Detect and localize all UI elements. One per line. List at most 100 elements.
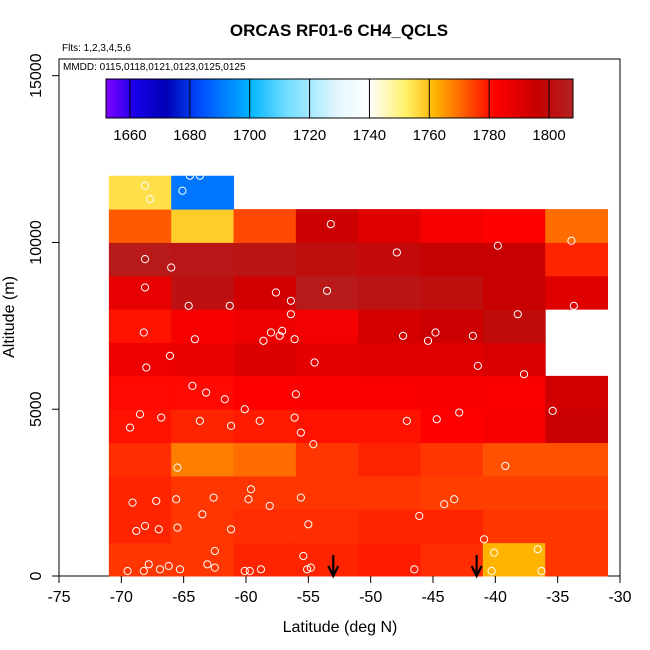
down-arrow: [327, 555, 340, 579]
data-point: [265, 501, 274, 511]
heatmap-cell: [358, 209, 422, 243]
data-point: [188, 381, 197, 390]
heatmap-cell: [420, 442, 484, 477]
x-tick-label: -75: [47, 589, 70, 606]
heatmap-cell: [171, 342, 235, 377]
data-point: [259, 336, 268, 345]
data-point: [567, 236, 576, 245]
heatmap-cell: [358, 342, 422, 377]
heatmap-cell: [358, 275, 422, 310]
data-point: [132, 526, 141, 536]
data-point: [145, 194, 155, 204]
heatmap-cell: [358, 242, 422, 277]
data-point: [144, 560, 153, 569]
data-point: [566, 311, 575, 320]
data-point: [190, 335, 199, 344]
data-point: [440, 500, 449, 509]
x-axis: -75 -70 -65 -60 -55 -50 -45 -40 -35 -30: [47, 576, 632, 606]
data-point: [402, 416, 411, 425]
colorbar-tick-label: 1780: [472, 127, 505, 144]
data-point: [480, 535, 489, 544]
data-point: [552, 320, 561, 329]
heatmap-cell: [482, 542, 546, 577]
heatmap-cell: [420, 209, 484, 243]
data-point: [173, 463, 182, 472]
x-tick-label: -50: [359, 589, 382, 606]
heatmap-cell: [233, 209, 297, 243]
x-tick-label: -65: [172, 589, 195, 606]
heatmap-cell: [295, 409, 359, 444]
data-point: [175, 565, 185, 574]
x-tick-label: -35: [546, 589, 569, 606]
data-point: [140, 181, 150, 190]
data-point: [431, 328, 440, 337]
data-point: [123, 566, 132, 576]
heatmap-cell: [171, 242, 235, 277]
data-point: [226, 421, 236, 431]
heatmap-cell: [482, 409, 546, 444]
x-tick-label: -30: [608, 589, 631, 606]
data-point: [178, 186, 187, 195]
flights-label: Flts: 1,2,3,4,5,6: [62, 43, 131, 54]
data-point: [493, 241, 502, 250]
heatmap-cell: [420, 475, 484, 510]
heatmap-cell: [233, 242, 297, 277]
heatmap-cell: [108, 175, 172, 210]
data-point: [202, 388, 211, 397]
heatmap-cell: [295, 509, 359, 544]
heatmap-cell: [358, 409, 422, 444]
data-point: [220, 395, 229, 404]
heatmap-cell: [171, 509, 235, 544]
heatmap-cell: [482, 275, 546, 310]
heatmap-cell: [482, 209, 546, 243]
chart-title: ORCAS RF01-6 CH4_QCLS: [230, 21, 448, 40]
data-point: [244, 495, 253, 504]
heatmap-cell: [358, 375, 422, 410]
heatmap-cell: [171, 475, 235, 510]
data-point: [155, 565, 165, 574]
data-point: [450, 495, 459, 504]
data-point: [275, 331, 284, 340]
data-point: [226, 525, 236, 534]
heatmap-cell: [108, 275, 172, 310]
heatmap-cell: [420, 275, 484, 310]
data-point: [410, 565, 419, 574]
colorbar-tick-label: 1680: [173, 127, 206, 144]
heatmap-cell: [171, 409, 235, 444]
data-point: [128, 498, 137, 507]
data-point: [468, 331, 477, 340]
data-point: [271, 288, 281, 297]
x-tick-label: -40: [484, 589, 507, 606]
data-point: [296, 428, 305, 437]
heatmap-cell: [233, 509, 297, 544]
heatmap-cell: [358, 442, 422, 477]
data-point: [184, 301, 193, 310]
data-point: [423, 336, 433, 345]
heatmap-cell: [545, 242, 609, 277]
heatmap-cell: [171, 175, 235, 210]
y-tick-label: 0: [28, 571, 45, 580]
heatmap-cell: [295, 475, 359, 510]
heatmap-cell: [295, 442, 359, 477]
colorbar-tick-label: 1740: [353, 127, 386, 144]
data-point: [152, 496, 161, 506]
heatmap-cell: [545, 475, 609, 510]
y-tick-label: 15000: [28, 53, 45, 98]
heatmap-cell: [545, 442, 609, 477]
heatmap-cell: [108, 342, 172, 377]
data-point: [309, 440, 318, 449]
data-point: [173, 523, 182, 532]
heatmap-cell: [295, 275, 359, 310]
data-point: [139, 566, 148, 576]
data-point: [569, 301, 578, 310]
y-tick-label: 10000: [28, 220, 45, 265]
heatmap-cell: [420, 375, 484, 410]
data-point: [210, 546, 219, 556]
data-point: [286, 296, 295, 305]
y-axis: 0 5000 10000 15000: [28, 53, 59, 580]
heatmap-cell: [545, 275, 609, 310]
data-point: [296, 493, 305, 502]
data-point: [185, 171, 194, 180]
heatmap-cell: [171, 209, 235, 243]
heatmap-cell: [108, 375, 172, 410]
